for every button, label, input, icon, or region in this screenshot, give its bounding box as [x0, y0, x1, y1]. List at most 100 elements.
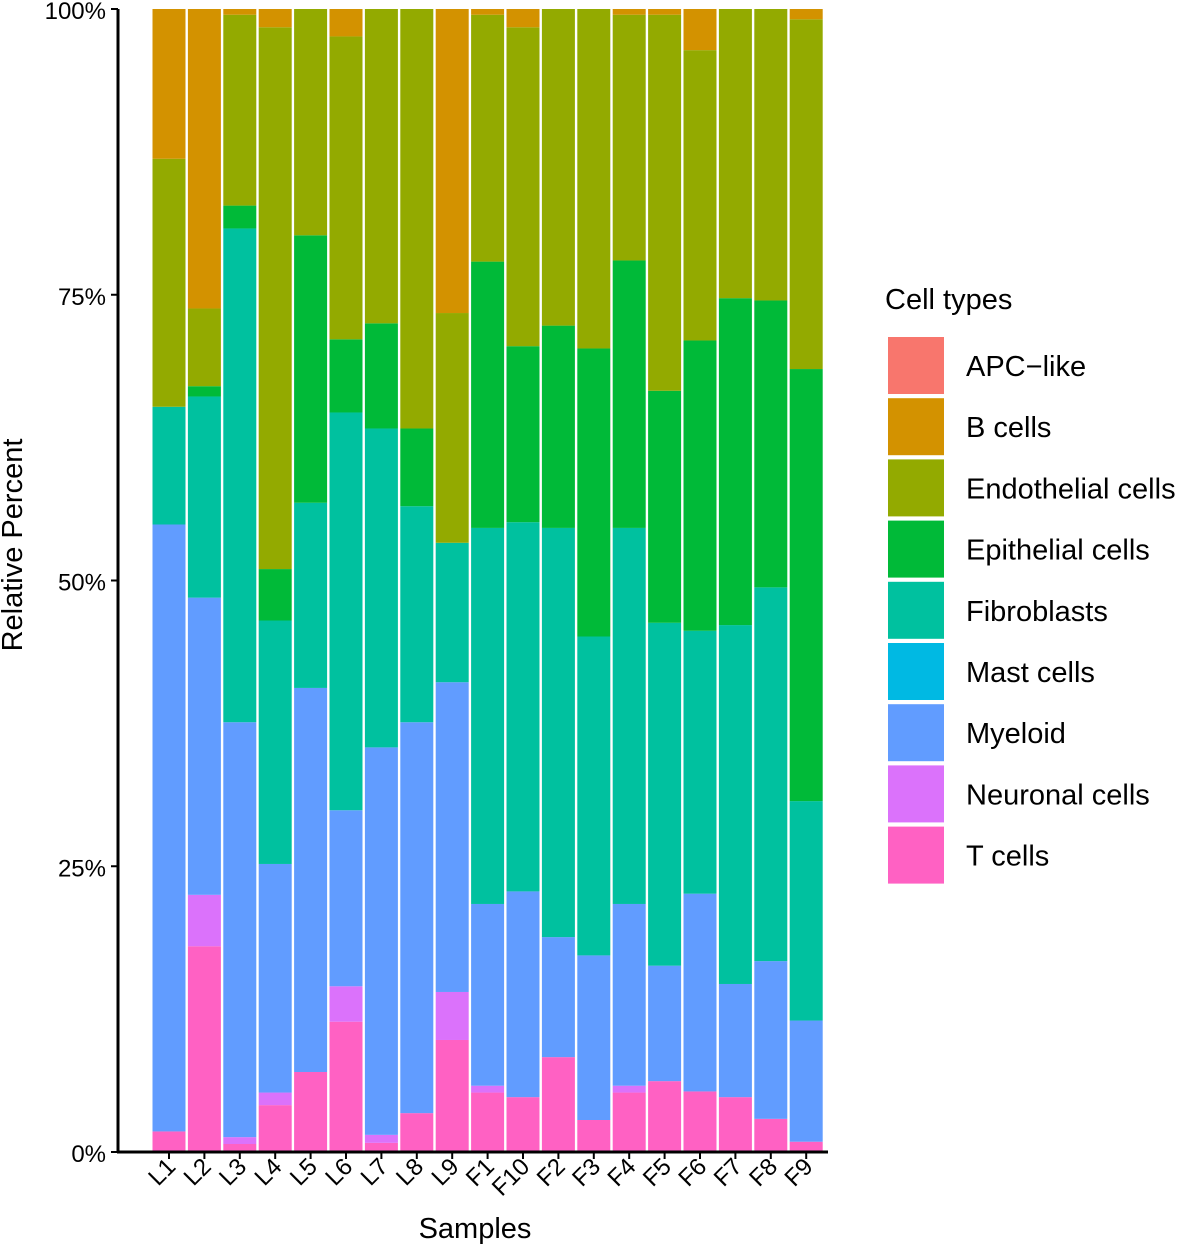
bar-segment-L9-fibroblasts: [435, 542, 469, 683]
legend-key: [888, 398, 944, 456]
bar-segment-L6-fibroblasts: [329, 412, 363, 811]
bar-segment-F5-epithelial-cells: [648, 390, 682, 623]
legend-key: [888, 643, 944, 700]
bar-segment-L7-t-cells: [364, 1142, 398, 1152]
bar-segment-L3-t-cells: [223, 1143, 257, 1152]
bar-segment-F3-endothelial-cells: [577, 9, 611, 349]
bar-segment-L9-neuronal-cells: [435, 991, 469, 1040]
bar-segment-F8-fibroblasts: [754, 587, 788, 962]
bar-segment-F10-fibroblasts: [506, 522, 540, 892]
bar-segment-L9-myeloid: [435, 682, 469, 992]
x-tick-label: F7: [709, 1153, 748, 1192]
bar-segment-L9-t-cells: [435, 1039, 469, 1152]
bar-segment-L8-fibroblasts: [400, 506, 434, 723]
bar-segment-F1-endothelial-cells: [471, 14, 505, 262]
bars-layer: [152, 9, 823, 1152]
bar-segment-L4-t-cells: [258, 1105, 292, 1152]
legend-label: Epithelial cells: [966, 535, 1150, 567]
bar-segment-F6-b-cells: [683, 9, 717, 51]
bar-segment-L4-b-cells: [258, 9, 292, 28]
bar-segment-L2-fibroblasts: [187, 396, 221, 598]
bar-segment-L4-fibroblasts: [258, 620, 292, 864]
bar-segment-F10-b-cells: [506, 9, 540, 28]
bar-segment-L1-fibroblasts: [152, 406, 186, 525]
bar-segment-F2-endothelial-cells: [541, 9, 575, 326]
legend-label: Neuronal cells: [966, 779, 1150, 811]
y-tick-label: 50%: [58, 570, 106, 597]
bar-segment-L5-epithelial-cells: [294, 235, 328, 503]
x-axis-title: Samples: [419, 1213, 532, 1245]
bar-segment-L8-myeloid: [400, 722, 434, 1114]
y-tick-label: 25%: [58, 855, 106, 882]
bar-segment-F9-endothelial-cells: [789, 19, 823, 370]
bar-segment-L9-b-cells: [435, 9, 469, 314]
bar-segment-F10-t-cells: [506, 1097, 540, 1152]
bar-segment-L9-endothelial-cells: [435, 313, 469, 543]
bar-segment-F7-epithelial-cells: [718, 298, 752, 626]
bar-segment-F1-fibroblasts: [471, 527, 505, 904]
x-tick-label: F4: [603, 1153, 642, 1192]
legend-key: [888, 704, 944, 762]
bar-segment-F3-myeloid: [577, 955, 611, 1120]
bar-segment-L2-neuronal-cells: [187, 894, 221, 947]
bar-segment-F8-endothelial-cells: [754, 9, 788, 301]
bar-segment-L2-endothelial-cells: [187, 308, 221, 387]
x-tick-label: L8: [391, 1153, 429, 1191]
bar-segment-L2-epithelial-cells: [187, 386, 221, 397]
bar-segment-F4-endothelial-cells: [612, 14, 646, 261]
bar-segment-F2-myeloid: [541, 937, 575, 1058]
bar-segment-L4-neuronal-cells: [258, 1092, 292, 1106]
legend: Cell types APC−like B cells Endothelial ce…: [885, 284, 1176, 884]
legend-label: Endothelial cells: [966, 473, 1176, 505]
x-tick-label: L2: [179, 1153, 217, 1191]
bar-segment-L2-t-cells: [187, 946, 221, 1152]
bar-segment-F4-epithelial-cells: [612, 260, 646, 528]
x-tick-label: L4: [249, 1153, 287, 1191]
x-tick-label: F8: [744, 1153, 783, 1192]
bar-segment-F1-neuronal-cells: [471, 1085, 505, 1093]
bar-segment-F4-t-cells: [612, 1092, 646, 1152]
bar-segment-F6-myeloid: [683, 893, 717, 1092]
y-tick-label: 100%: [45, 0, 106, 25]
bar-segment-F5-t-cells: [648, 1081, 682, 1152]
legend-label: T cells: [966, 841, 1049, 873]
bar-segment-L8-endothelial-cells: [400, 9, 434, 429]
x-tick-label: F9: [780, 1153, 819, 1192]
bar-segment-F1-b-cells: [471, 9, 505, 15]
bar-segment-F3-fibroblasts: [577, 636, 611, 956]
legend-key: [888, 581, 944, 639]
bar-segment-L3-b-cells: [223, 9, 257, 15]
bar-segment-F3-epithelial-cells: [577, 348, 611, 637]
bar-segment-F6-fibroblasts: [683, 630, 717, 894]
bar-segment-F10-endothelial-cells: [506, 27, 540, 347]
bar-segment-L3-endothelial-cells: [223, 14, 257, 206]
bar-segment-L6-b-cells: [329, 9, 363, 37]
bar-segment-F3-t-cells: [577, 1119, 611, 1152]
x-tick-label: L1: [143, 1153, 181, 1191]
legend-key: [888, 459, 944, 517]
legend-label: Fibroblasts: [966, 596, 1108, 628]
legend-title: Cell types: [885, 284, 1012, 316]
bar-segment-L1-t-cells: [152, 1131, 186, 1152]
bar-segment-L4-myeloid: [258, 863, 292, 1093]
bar-segment-F1-epithelial-cells: [471, 261, 505, 528]
y-axis-title: Relative Percent: [0, 439, 29, 652]
bar-segment-F10-epithelial-cells: [506, 346, 540, 523]
bar-segment-F1-myeloid: [471, 903, 505, 1086]
legend-key: [888, 765, 944, 823]
bar-segment-L5-myeloid: [294, 687, 328, 1072]
bar-segment-L2-b-cells: [187, 9, 221, 309]
bar-segment-F6-epithelial-cells: [683, 340, 717, 631]
bar-segment-F9-fibroblasts: [789, 801, 823, 1021]
bar-segment-F6-t-cells: [683, 1091, 717, 1152]
bar-segment-L6-epithelial-cells: [329, 339, 363, 413]
bar-segment-L7-endothelial-cells: [364, 9, 398, 324]
x-tick-label: L3: [214, 1153, 252, 1191]
bar-segment-L8-epithelial-cells: [400, 428, 434, 507]
bar-segment-L6-t-cells: [329, 1021, 363, 1152]
bar-segment-F9-myeloid: [789, 1020, 823, 1142]
bar-segment-F8-epithelial-cells: [754, 300, 788, 588]
y-ticks: 0% 25% 50% 75% 100%: [45, 0, 118, 1168]
bar-segment-F7-endothelial-cells: [718, 9, 752, 299]
